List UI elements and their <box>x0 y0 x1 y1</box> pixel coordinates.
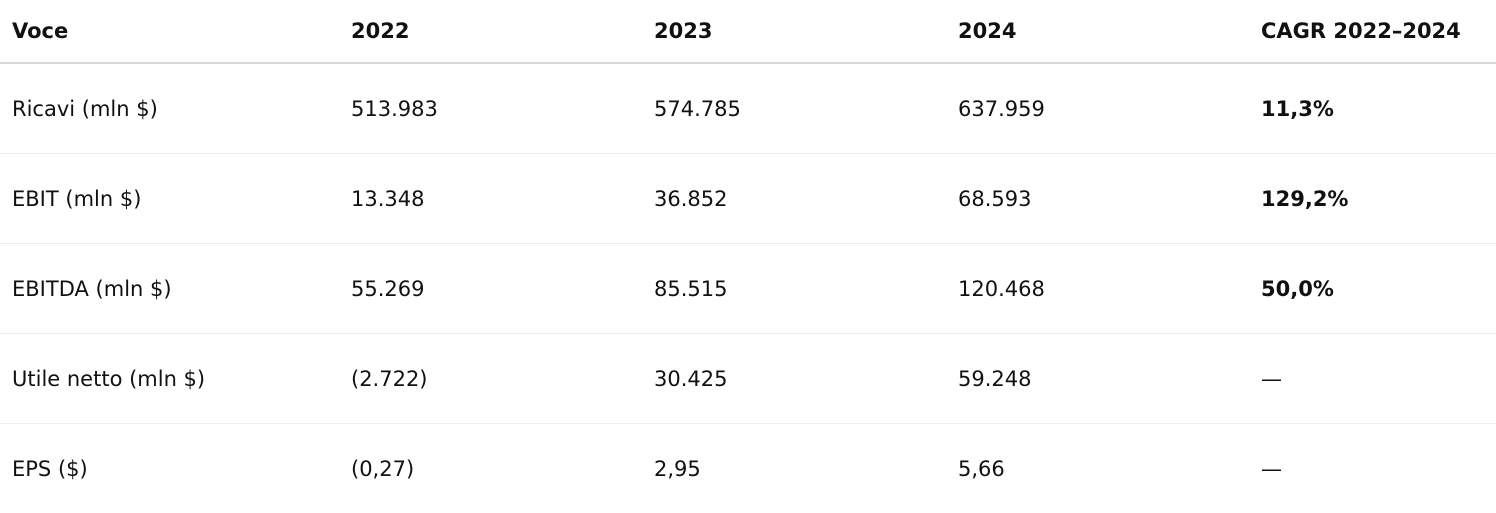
table-cell: 120.468 <box>946 244 1249 334</box>
table-cell: Ricavi (mln $) <box>0 63 339 154</box>
table-cell: 637.959 <box>946 63 1249 154</box>
table-cell: 129,2% <box>1249 154 1496 244</box>
table-cell: 513.983 <box>339 63 642 154</box>
table-cell: EBIT (mln $) <box>0 154 339 244</box>
table-cell: 55.269 <box>339 244 642 334</box>
table-cell: EBITDA (mln $) <box>0 244 339 334</box>
table-cell: 68.593 <box>946 154 1249 244</box>
header-cell: 2023 <box>642 0 946 63</box>
table-cell: (2.722) <box>339 334 642 424</box>
table-cell: (0,27) <box>339 424 642 513</box>
table-cell: 13.348 <box>339 154 642 244</box>
table-cell: EPS ($) <box>0 424 339 513</box>
table-cell: 11,3% <box>1249 63 1496 154</box>
table-cell: 85.515 <box>642 244 946 334</box>
table-cell: 36.852 <box>642 154 946 244</box>
header-cell: CAGR 2022–2024 <box>1249 0 1496 63</box>
table-cell: — <box>1249 334 1496 424</box>
table-cell: 50,0% <box>1249 244 1496 334</box>
header-cell: 2024 <box>946 0 1249 63</box>
table-cell: 2,95 <box>642 424 946 513</box>
table-cell: 30.425 <box>642 334 946 424</box>
header-cell: Voce <box>0 0 339 63</box>
header-cell: 2022 <box>339 0 642 63</box>
table-cell: — <box>1249 424 1496 513</box>
table-cell: 5,66 <box>946 424 1249 513</box>
table-cell: 574.785 <box>642 63 946 154</box>
table-cell: 59.248 <box>946 334 1249 424</box>
table-cell: Utile netto (mln $) <box>0 334 339 424</box>
